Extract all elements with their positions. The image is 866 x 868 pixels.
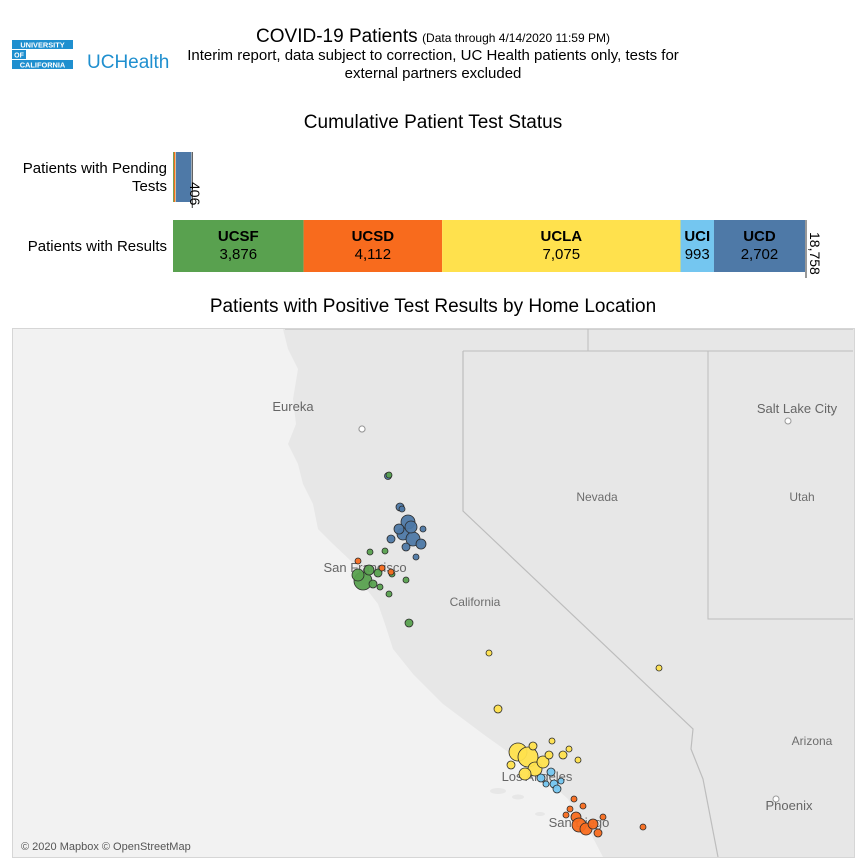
segment-label-ucsd: UCSD [352,228,395,245]
place-eureka: Eureka [272,399,314,414]
total-pending-label: 406 [187,182,203,206]
map-dot-ucd[interactable] [412,553,420,561]
map-dot-ucd[interactable] [419,525,427,533]
map-dot-ucsd[interactable] [593,828,603,838]
segment-label-ucsf: UCSF [218,228,259,245]
segment-label-ucla: UCLA [540,228,582,245]
place-salt-lake-city: Salt Lake City [757,401,838,416]
map-dot-ucsf[interactable] [376,583,384,591]
bar-ucsf-pending[interactable] [173,152,174,202]
test-status-chart-title: Cumulative Patient Test Status [303,112,563,133]
segment-value-ucsd: 4,112 [355,246,391,263]
map-dot-ucsd[interactable] [570,795,578,803]
map-dot-ucsf[interactable] [381,547,389,555]
title-note: (Data through 4/14/2020 11:59 PM) [422,31,610,45]
map-dot-uci[interactable] [536,773,546,783]
map-dot-ucla[interactable] [655,664,663,672]
row-label-pending: Patients with Pending Tests [22,160,167,195]
positive-results-map[interactable]: Eureka Salt Lake City Nevada Utah San Fr… [12,328,855,858]
map-dot-uci[interactable] [546,767,556,777]
map-dot-ucla[interactable] [485,649,493,657]
map-dot-ucla[interactable] [528,741,538,751]
map-dot-ucsf[interactable] [351,568,365,582]
map-dot-ucsf[interactable] [363,564,375,576]
map-dot-ucla[interactable] [574,756,582,764]
map-dot-ucsd[interactable] [639,823,647,831]
segment-value-ucsf: 3,876 [220,246,258,263]
segment-value-uci: 993 [685,246,710,263]
map-dot-ucsd[interactable] [579,802,587,810]
map-dot-ucla[interactable] [544,750,554,760]
salt-lake-city-marker [784,417,792,425]
segment-label-uci: UCI [684,228,710,245]
place-utah: Utah [789,490,814,504]
map-title: Patients with Positive Test Results by H… [209,296,657,317]
map-dot-ucsf[interactable] [404,618,414,628]
map-dot-ucsf[interactable] [373,568,383,578]
title-main: COVID-19 Patients [256,26,418,47]
uchealth-logo: UCHealth [87,52,170,73]
map-dot-ucla[interactable] [493,704,503,714]
segment-label-ucd: UCD [743,228,776,245]
map-dot-ucd[interactable] [398,505,406,513]
map-dot-ucsd[interactable] [378,564,386,572]
bar-ucsd-results[interactable] [303,220,443,272]
map-dot-ucd[interactable] [415,538,427,550]
map-canvas[interactable]: Eureka Salt Lake City Nevada Utah San Fr… [13,329,854,857]
map-dot-ucsd[interactable] [566,805,574,813]
logo-line-california: CALIFORNIA [20,60,66,69]
bar-uci-results[interactable] [680,220,714,272]
bar-ucsd-pending[interactable] [173,152,176,202]
bar-ucla-results[interactable] [442,220,681,272]
bar-ucsf-results[interactable] [173,220,304,272]
map-dot-ucsf[interactable] [368,579,378,589]
map-dot-ucsd[interactable] [599,813,607,821]
map-dot-ucla[interactable] [518,767,532,781]
map-dot-ucsf[interactable] [385,471,393,479]
map-dot-ucsf[interactable] [402,576,410,584]
map-dot-ucd[interactable] [404,520,418,534]
map-dot-ucsf[interactable] [366,548,374,556]
segment-value-ucd: 2,702 [741,246,779,263]
map-dot-ucsf[interactable] [385,590,393,598]
row-label-results: Patients with Results [27,238,167,255]
place-nevada: Nevada [576,490,618,504]
page-subtitle: Interim report, data subject to correcti… [187,47,679,82]
map-dot-ucd[interactable] [386,534,396,544]
map-dots [351,425,663,838]
bar-ucd-pending[interactable] [175,152,192,202]
phoenix-marker [772,795,780,803]
map-dot-ucla[interactable] [506,760,516,770]
map-dot-ucsd[interactable] [587,818,599,830]
total-results-label: 18,758 [807,232,823,275]
bar-ucd-results[interactable] [713,220,805,272]
map-attribution: © 2020 Mapbox © OpenStreetMap [21,841,191,853]
map-dot-ucd[interactable] [393,523,405,535]
place-arizona: Arizona [792,734,833,748]
map-dot-ucla[interactable] [548,737,556,745]
map-dot-uci[interactable] [552,784,562,794]
logo-line-of: OF [14,52,24,59]
map-dot-ucsd[interactable] [562,811,570,819]
logo-line-university: UNIVERSITY [20,40,64,49]
map-dot-ucla[interactable] [536,755,550,769]
segment-value-ucla: 7,075 [543,246,581,263]
eureka-marker [358,425,366,433]
university-of-california-logo: UNIVERSITY OF CALIFORNIA [12,40,73,69]
map-dot-ucd[interactable] [401,542,411,552]
map-dot-ucsd[interactable] [354,557,362,565]
map-dot-ucla[interactable] [558,750,568,760]
place-california: California [450,595,501,609]
map-dot-ucsd[interactable] [387,568,395,576]
page-title: COVID-19 Patients (Data through 4/14/202… [180,26,686,48]
place-phoenix: Phoenix [766,798,813,813]
map-dot-uci[interactable] [557,777,565,785]
map-dot-ucla[interactable] [565,745,573,753]
map-dot-uci[interactable] [542,780,550,788]
